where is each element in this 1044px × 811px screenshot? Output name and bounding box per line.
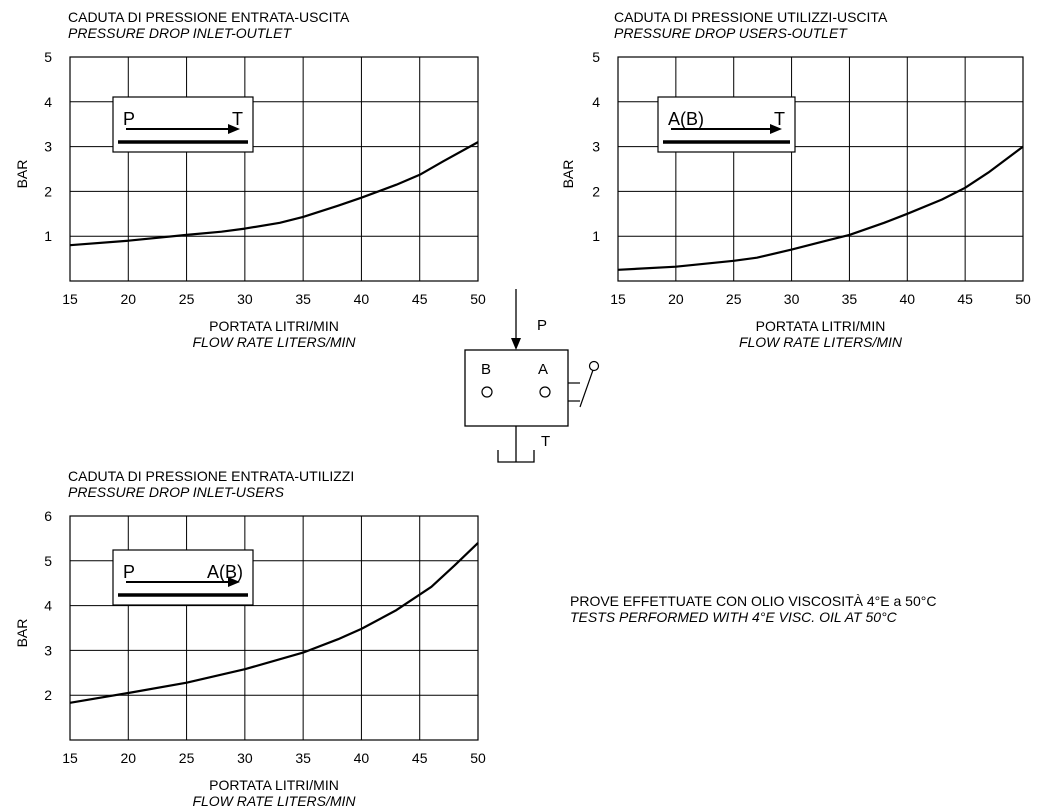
port-a-label: A [538,361,548,378]
x-axis-label-english: FLOW RATE LITERS/MIN [192,334,356,350]
x-tick-label: 50 [1015,291,1031,307]
x-tick-label: 40 [899,291,915,307]
plot-frame [69,515,479,741]
x-axis-label-english: FLOW RATE LITERS/MIN [192,793,356,809]
y-tick-label: 6 [44,508,52,524]
y-tick-label: 2 [44,687,52,703]
x-tick-label: 15 [62,291,78,307]
x-tick-label: 15 [610,291,626,307]
legend-arrow-head [228,124,240,134]
x-tick-label: 30 [784,291,800,307]
port-p-label: P [537,317,547,334]
chart-subtitle: PRESSURE DROP USERS-OUTLET [614,25,848,41]
valve-symbol: P B A T [464,289,600,463]
series-line [617,145,1024,271]
series-line [69,141,479,247]
test-note: PROVE EFFETTUATE CON OLIO VISCOSITÀ 4°E … [570,593,936,625]
x-tick-label: 30 [237,291,253,307]
x-tick-label: 15 [62,750,78,766]
x-tick-label: 50 [470,750,486,766]
port-t-label: T [541,433,550,450]
note-english: TESTS PERFORMED WITH 4°E VISC. OIL AT 50… [570,609,898,625]
y-tick-label: 1 [44,228,52,244]
y-tick-label: 4 [44,598,52,614]
x-tick-label: 35 [295,750,311,766]
flow-legend-box: P A(B) [112,549,254,606]
tank-icon [497,450,535,463]
port-b-circle [481,386,493,398]
x-axis-label: PORTATA LITRI/MIN [209,318,339,334]
legend-from-label: P [123,109,135,129]
y-tick-label: 2 [44,183,52,199]
x-tick-label: 25 [179,750,195,766]
y-tick-label: 3 [44,139,52,155]
x-tick-label: 20 [668,291,684,307]
series-line [69,542,479,704]
x-tick-label: 35 [842,291,858,307]
note-italian: PROVE EFFETTUATE CON OLIO VISCOSITÀ 4°E … [570,593,936,609]
legend-from-label: A(B) [668,109,704,129]
x-tick-label: 50 [470,291,486,307]
port-a-circle [539,386,551,398]
x-tick-label: 40 [354,291,370,307]
x-tick-label: 20 [120,291,136,307]
y-tick-label: 1 [592,228,600,244]
chart-title: CADUTA DI PRESSIONE ENTRATA-USCITA [68,9,350,25]
x-tick-label: 40 [354,750,370,766]
x-tick-label: 45 [412,750,428,766]
chart-subtitle: PRESSURE DROP INLET-OUTLET [68,25,292,41]
y-tick-label: 2 [592,183,600,199]
legend-to-label: T [232,109,243,129]
y-tick-label: 5 [44,49,52,65]
port-b-label: B [481,361,491,378]
plot-frame [69,56,479,282]
legend-from-label: P [123,562,135,582]
flow-legend-box: A(B) T [657,96,796,153]
chart-inlet-outlet: CADUTA DI PRESSIONE ENTRATA-USCITAPRESSU… [14,9,486,350]
chart-title: CADUTA DI PRESSIONE UTILIZZI-USCITA [614,9,888,25]
chart-users-outlet: CADUTA DI PRESSIONE UTILIZZI-USCITAPRESS… [560,9,1031,350]
y-axis-label: BAR [14,619,30,648]
grid [69,56,479,282]
grid [617,56,1024,282]
y-tick-label: 5 [44,553,52,569]
y-axis-label: BAR [14,160,30,189]
x-tick-label: 25 [726,291,742,307]
plot-frame [617,56,1024,282]
y-axis-label: BAR [560,160,576,189]
legend-to-label: A(B) [207,562,243,582]
x-tick-label: 30 [237,750,253,766]
legend-to-label: T [774,109,785,129]
x-tick-label: 25 [179,291,195,307]
x-tick-label: 45 [412,291,428,307]
x-axis-label: PORTATA LITRI/MIN [209,777,339,793]
lever-icon [568,360,600,408]
chart-inlet-users: CADUTA DI PRESSIONE ENTRATA-UTILIZZIPRES… [14,468,486,809]
chart-subtitle: PRESSURE DROP INLET-USERS [68,484,285,500]
y-tick-label: 5 [592,49,600,65]
x-tick-label: 35 [295,291,311,307]
x-axis-label-english: FLOW RATE LITERS/MIN [739,334,903,350]
legend-arrow-head [228,577,240,587]
x-tick-label: 45 [957,291,973,307]
p-arrow-head [511,338,521,350]
chart-title: CADUTA DI PRESSIONE ENTRATA-UTILIZZI [68,468,354,484]
y-tick-label: 3 [592,139,600,155]
y-tick-label: 3 [44,642,52,658]
legend-arrow-head [770,124,782,134]
x-axis-label: PORTATA LITRI/MIN [756,318,886,334]
y-tick-label: 4 [592,94,600,110]
x-tick-label: 20 [120,750,136,766]
y-tick-label: 4 [44,94,52,110]
